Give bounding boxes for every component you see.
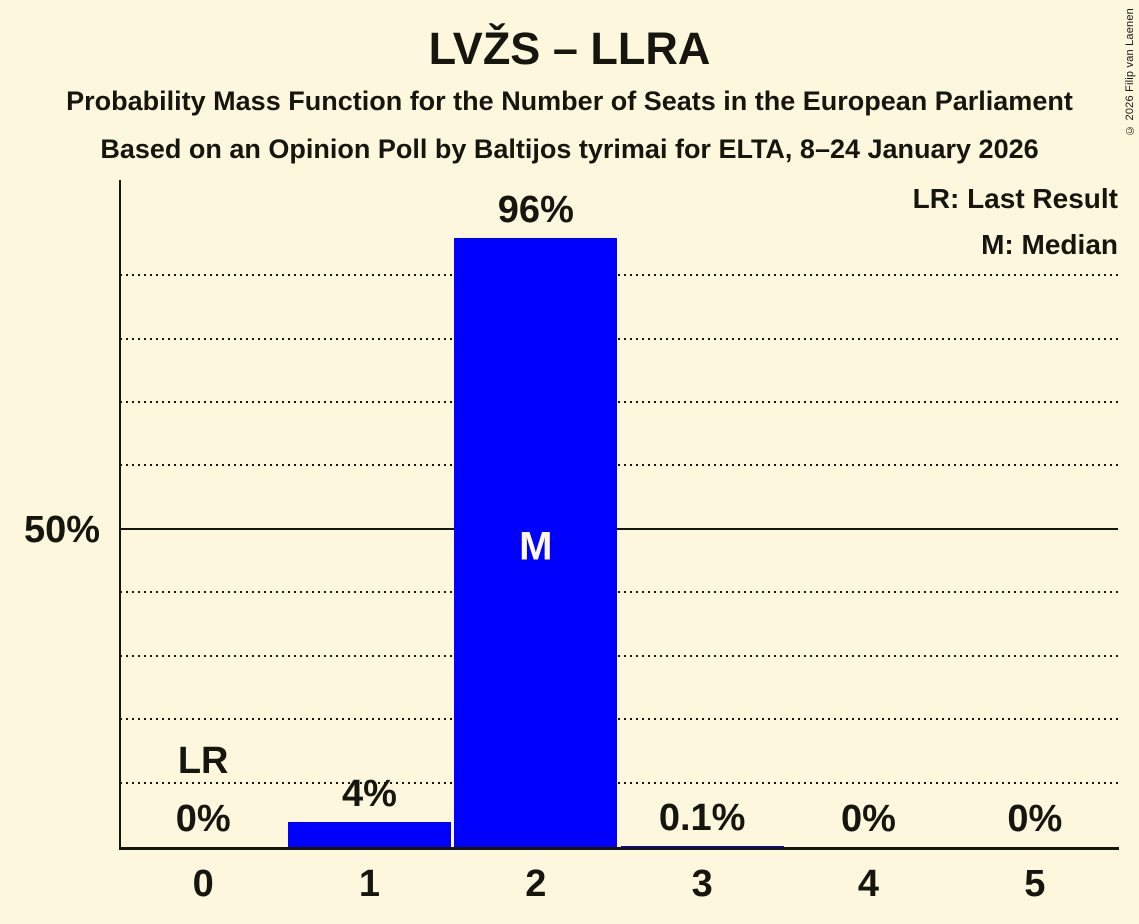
chart-title: LVŽS – LLRA: [428, 23, 711, 74]
value-label-seat-1: 4%: [342, 772, 397, 815]
gridline-70pct: [120, 401, 1118, 403]
x-tick-label-4: 4: [857, 863, 880, 905]
x-tick-label-0: 0: [192, 863, 214, 905]
x-tick-label-5: 5: [1024, 863, 1046, 905]
x-axis-tick-labels: 0 1 2 3 4 5: [120, 865, 1118, 915]
x-tick-label-2: 2: [525, 863, 547, 905]
x-tick-label-3: 3: [691, 863, 713, 905]
gridline-90pct: [120, 274, 1118, 277]
value-label-seat-0: 0%: [175, 798, 231, 840]
gridline-10pct: [120, 781, 1118, 784]
copyright-notice: © 2026 Filip van Laenen: [1124, 8, 1136, 136]
value-label-seat-4: 0%: [841, 798, 896, 840]
bar-seat-1: [288, 821, 451, 847]
chart-subtitle: Probability Mass Function for the Number…: [66, 86, 1073, 116]
gridline-30pct: [120, 654, 1118, 657]
y-axis-line: [119, 180, 121, 850]
x-axis-line: [119, 847, 1119, 850]
last-result-marker: LR: [177, 740, 229, 782]
y-axis-50pct-label: 50%: [23, 509, 100, 551]
gridline-80pct: [120, 337, 1118, 340]
plot-area: 0% 4% 96% 0.1% 0% 0% LR M: [120, 182, 1118, 847]
legend-median: M: Median: [981, 229, 1118, 260]
value-label-seat-2: 96%: [497, 189, 574, 232]
chart-source-line: Based on an Opinion Poll by Baltijos tyr…: [100, 134, 1039, 164]
value-label-seat-3: 0.1%: [658, 797, 746, 840]
value-label-seat-5: 0%: [1007, 798, 1063, 840]
x-tick-label-1: 1: [358, 863, 381, 905]
median-marker: M: [519, 524, 553, 569]
gridline-60pct: [120, 464, 1118, 467]
gridline-50pct: [120, 527, 1118, 530]
bar-seat-3: [620, 846, 784, 847]
legend: LR: Last Result M: Median: [913, 184, 1118, 260]
bar-seat-2: [454, 238, 618, 847]
legend-last-result: LR: Last Result: [912, 183, 1118, 214]
gridline-40pct: [120, 591, 1118, 594]
gridline-20pct: [120, 718, 1118, 721]
